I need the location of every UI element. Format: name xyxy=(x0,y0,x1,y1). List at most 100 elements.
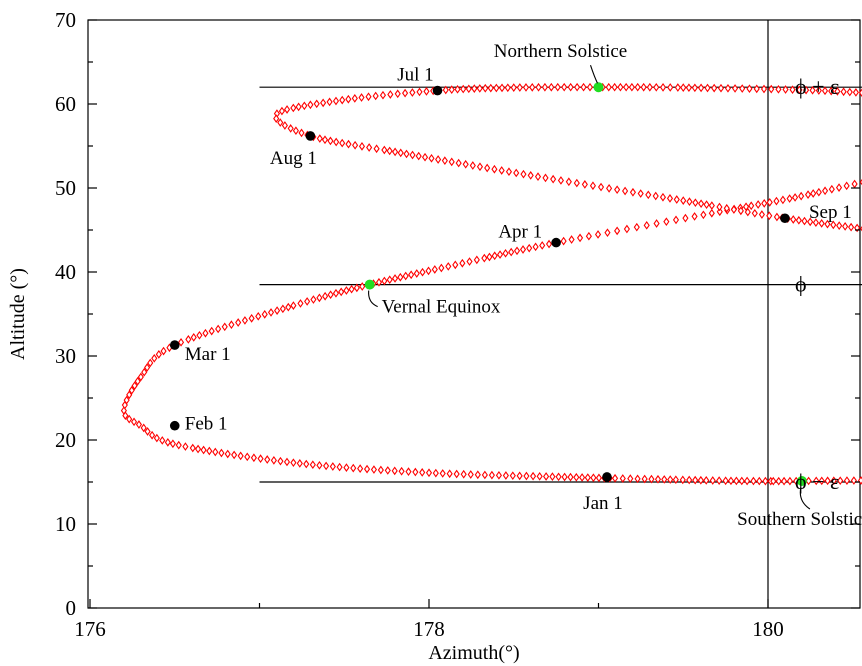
analemma-point xyxy=(775,84,782,94)
analemma-point xyxy=(495,470,502,480)
analemma-point xyxy=(813,476,820,486)
analemma-point xyxy=(520,169,527,179)
analemma-point xyxy=(834,87,841,96)
analemma-point xyxy=(761,199,768,208)
analemma-point xyxy=(208,326,215,336)
x-axis-title: Azimuth(°) xyxy=(428,642,519,664)
analemma-point xyxy=(708,208,715,218)
analemma-point xyxy=(789,85,796,95)
month-marker xyxy=(780,213,790,224)
analemma-point xyxy=(419,468,426,477)
analemma-point xyxy=(491,164,498,174)
analemma-point xyxy=(758,210,765,219)
analemma-point xyxy=(680,83,687,92)
y-tick-label: 20 xyxy=(55,428,76,452)
analemma-point xyxy=(672,475,679,485)
analemma-point xyxy=(640,82,647,92)
analemma-point xyxy=(742,202,750,212)
analemma-point xyxy=(513,246,521,256)
analemma-point xyxy=(795,215,802,225)
analemma-point xyxy=(469,161,476,170)
analemma-point xyxy=(753,84,760,94)
analemma-point xyxy=(653,219,660,228)
analemma-point xyxy=(576,233,584,243)
y-tick-label: 50 xyxy=(55,176,76,200)
analemma-point xyxy=(567,472,574,482)
analemma-point xyxy=(169,439,176,449)
analemma-point xyxy=(835,183,843,192)
analemma-point xyxy=(313,99,320,109)
analemma-point xyxy=(218,448,225,458)
analemma-point xyxy=(691,83,698,93)
analemma-point xyxy=(435,155,442,164)
analemma-point xyxy=(283,105,291,114)
analemma-point xyxy=(182,442,189,451)
analemma-point xyxy=(377,465,384,475)
analemma-point xyxy=(704,83,711,93)
analemma-point xyxy=(295,102,302,112)
analemma-point xyxy=(224,449,231,459)
analemma-point xyxy=(431,265,438,274)
analemma-point xyxy=(153,433,160,443)
analemma-point xyxy=(667,83,674,92)
analemma-point xyxy=(519,245,527,254)
analemma-point xyxy=(536,471,543,481)
analemma-point xyxy=(365,92,372,102)
analemma-point xyxy=(840,87,847,97)
analemma-point xyxy=(830,220,837,230)
analemma-point xyxy=(366,143,373,152)
analemma-point xyxy=(352,140,359,150)
analemma-point xyxy=(804,190,812,199)
analemma-point xyxy=(363,464,371,474)
analemma-point xyxy=(711,83,718,93)
analemma-point xyxy=(633,222,640,232)
analemma-point xyxy=(716,476,723,485)
analemma-point xyxy=(140,423,147,433)
analemma-point xyxy=(700,210,707,220)
analemma-point xyxy=(439,469,446,478)
analemma-point xyxy=(680,196,687,205)
analemma-point xyxy=(846,87,853,97)
analemma-point xyxy=(397,148,404,158)
analemma-point xyxy=(241,316,248,325)
analemma-point xyxy=(815,187,822,197)
analemma-point xyxy=(634,474,641,484)
analemma-point xyxy=(412,467,419,477)
analemma-point xyxy=(504,83,511,93)
analemma-point xyxy=(672,215,680,225)
analemma-curve xyxy=(120,82,862,486)
analemma-point xyxy=(345,94,352,104)
analemma-point xyxy=(277,456,284,466)
analemma-point xyxy=(397,272,404,282)
analemma-point xyxy=(663,217,670,227)
month-label: Sep 1 xyxy=(809,202,852,223)
analemma-point xyxy=(128,385,135,395)
analemma-point xyxy=(641,474,648,484)
analemma-point xyxy=(733,476,740,486)
analemma-point xyxy=(730,205,737,214)
analemma-point xyxy=(565,177,572,187)
analemma-point xyxy=(264,455,271,464)
analemma-point xyxy=(274,306,281,315)
analemma-point xyxy=(818,219,825,228)
analemma-point xyxy=(474,470,481,480)
analemma-point xyxy=(659,192,667,202)
analemma-point xyxy=(491,251,498,261)
analemma-point xyxy=(542,173,549,183)
analemma-point xyxy=(339,95,346,105)
analemma-point xyxy=(452,260,459,270)
analemma-point xyxy=(762,476,769,486)
analemma-point xyxy=(467,470,474,479)
reference-line-label: ϕ xyxy=(795,272,807,297)
analemma-point xyxy=(149,430,156,440)
analemma-point xyxy=(278,106,286,116)
analemma-point xyxy=(419,267,426,277)
analemma-point xyxy=(442,85,449,95)
analemma-point xyxy=(196,330,203,340)
analemma-point xyxy=(573,178,580,188)
x-tick-label: 176 xyxy=(74,617,106,641)
analemma-point xyxy=(692,475,699,485)
analemma-point xyxy=(398,466,405,476)
analemma-point xyxy=(310,295,317,304)
analemma-point xyxy=(543,472,550,481)
